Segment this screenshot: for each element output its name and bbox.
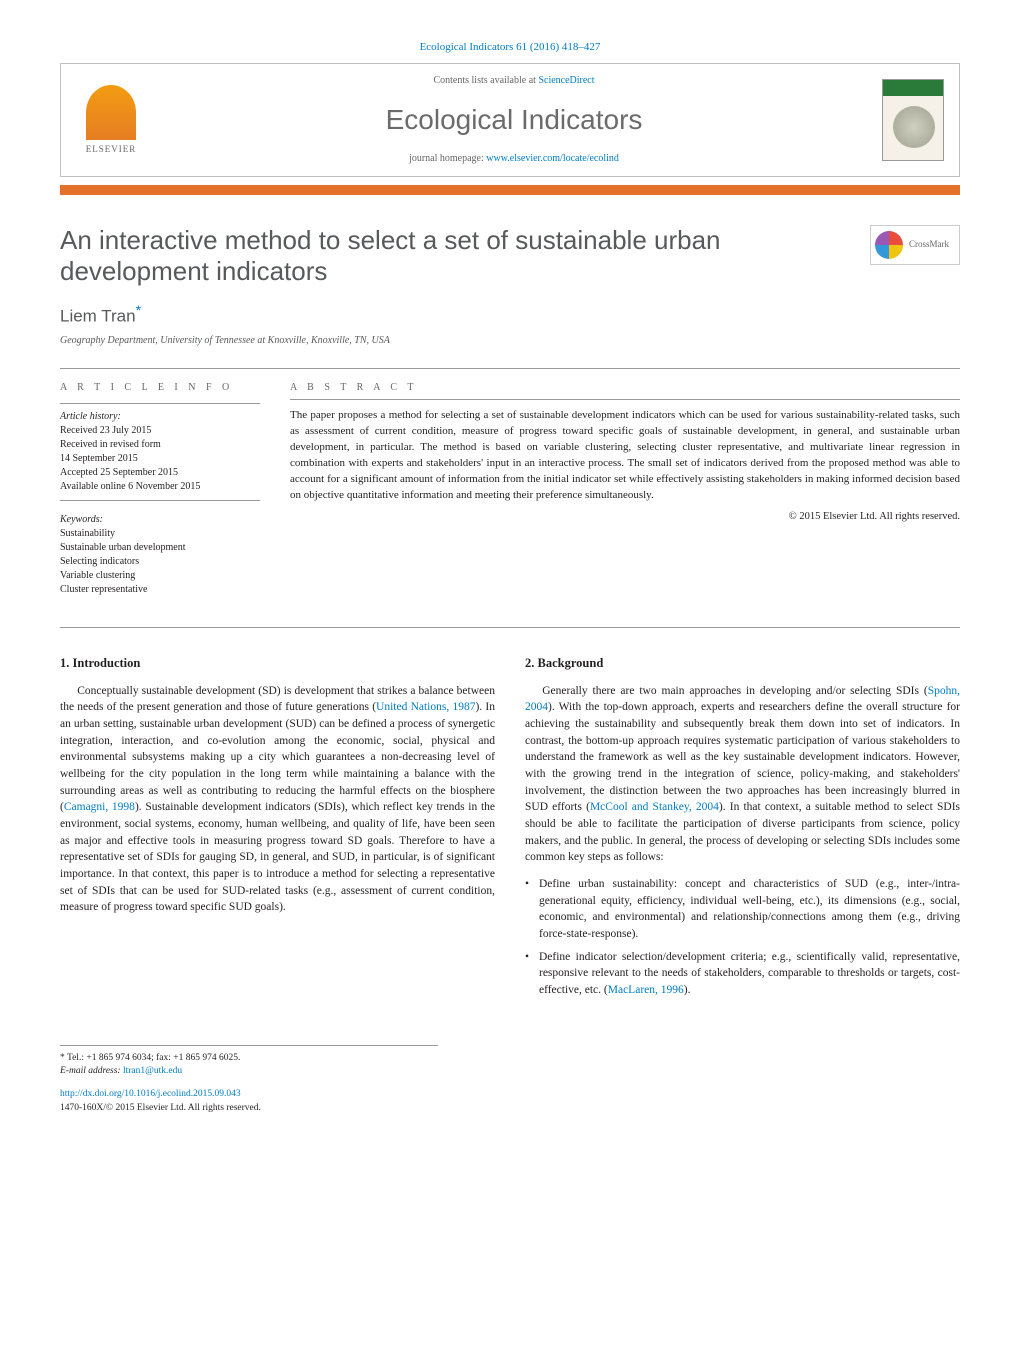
author-name: Liem Tran*: [60, 302, 960, 328]
citation-link[interactable]: McCool and Stankey, 2004: [590, 801, 719, 813]
homepage-link[interactable]: www.elsevier.com/locate/ecolind: [486, 153, 619, 164]
sciencedirect-link[interactable]: ScienceDirect: [538, 75, 594, 86]
history-received: Received 23 July 2015: [60, 424, 260, 438]
doi-link[interactable]: http://dx.doi.org/10.1016/j.ecolind.2015…: [60, 1089, 241, 1099]
accent-bar: [60, 185, 960, 195]
section-2-heading: 2. Background: [525, 654, 960, 672]
article-title: An interactive method to select a set of…: [60, 225, 810, 287]
citation-link[interactable]: Camagni, 1998: [64, 801, 135, 813]
corresponding-footnote: * Tel.: +1 865 974 6034; fax: +1 865 974…: [60, 1045, 438, 1079]
list-item: Define indicator selection/development c…: [525, 949, 960, 999]
keyword: Variable clustering: [60, 569, 260, 583]
footnote-email-label: E-mail address:: [60, 1066, 123, 1076]
history-online: Available online 6 November 2015: [60, 480, 260, 494]
body-two-column: 1. Introduction Conceptually sustainable…: [60, 627, 960, 1004]
keyword: Cluster representative: [60, 583, 260, 597]
crossmark-icon: [875, 231, 903, 259]
keywords-label: Keywords:: [60, 513, 260, 527]
issn-copyright: 1470-160X/© 2015 Elsevier Ltd. All right…: [60, 1103, 261, 1113]
journal-ref-link[interactable]: Ecological Indicators 61 (2016) 418–427: [420, 41, 601, 53]
footnote-tel: * Tel.: +1 865 974 6034; fax: +1 865 974…: [60, 1052, 438, 1065]
contents-available-line: Contents lists available at ScienceDirec…: [146, 74, 882, 88]
abstract-column: A B S T R A C T The paper proposes a met…: [290, 381, 960, 597]
footnote-email-link[interactable]: ltran1@utk.edu: [123, 1066, 182, 1076]
author-corresponding-mark[interactable]: *: [136, 303, 142, 319]
history-revised-1: Received in revised form: [60, 438, 260, 452]
elsevier-tree-icon: [86, 85, 136, 140]
history-accepted: Accepted 25 September 2015: [60, 466, 260, 480]
journal-header: ELSEVIER Contents lists available at Sci…: [60, 63, 960, 176]
citation-link[interactable]: MacLaren, 1996: [608, 984, 684, 996]
list-item: Define urban sustainability: concept and…: [525, 876, 960, 943]
citation-link[interactable]: United Nations, 1987: [376, 701, 475, 713]
section-1-heading: 1. Introduction: [60, 654, 495, 672]
crossmark-badge[interactable]: CrossMark: [870, 225, 960, 265]
journal-cover-thumbnail[interactable]: [882, 79, 944, 161]
abstract-copyright: © 2015 Elsevier Ltd. All rights reserved…: [290, 510, 960, 525]
publisher-name: ELSEVIER: [86, 143, 137, 156]
journal-title: Ecological Indicators: [146, 100, 882, 139]
article-info-heading: A R T I C L E I N F O: [60, 381, 260, 395]
divider: [60, 368, 960, 369]
keyword: Sustainability: [60, 527, 260, 541]
section-1-paragraph: Conceptually sustainable development (SD…: [60, 683, 495, 916]
journal-reference: Ecological Indicators 61 (2016) 418–427: [60, 40, 960, 63]
keyword: Sustainable urban development: [60, 541, 260, 555]
author-affiliation: Geography Department, University of Tenn…: [60, 334, 960, 348]
abstract-heading: A B S T R A C T: [290, 381, 960, 400]
doi-block: http://dx.doi.org/10.1016/j.ecolind.2015…: [60, 1088, 960, 1115]
abstract-text: The paper proposes a method for selectin…: [290, 408, 960, 504]
section-2-paragraph: Generally there are two main approaches …: [525, 683, 960, 866]
history-label: Article history:: [60, 410, 260, 424]
history-revised-2: 14 September 2015: [60, 452, 260, 466]
keyword: Selecting indicators: [60, 555, 260, 569]
article-info-sidebar: A R T I C L E I N F O Article history: R…: [60, 381, 260, 597]
homepage-line: journal homepage: www.elsevier.com/locat…: [146, 152, 882, 166]
elsevier-logo[interactable]: ELSEVIER: [76, 80, 146, 160]
